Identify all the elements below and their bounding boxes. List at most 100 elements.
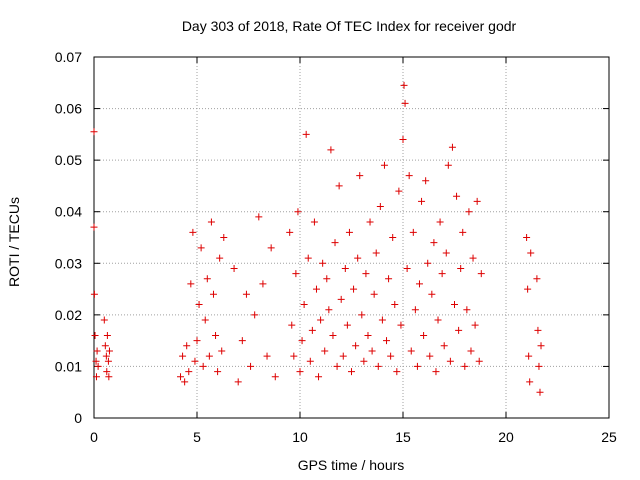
- data-point: [442, 249, 450, 257]
- data-point: [92, 373, 100, 381]
- data-point: [308, 326, 316, 334]
- data-point: [294, 208, 302, 216]
- data-point: [426, 352, 434, 360]
- data-point: [475, 357, 483, 365]
- data-point: [90, 128, 98, 136]
- data-point: [465, 208, 473, 216]
- data-point: [403, 264, 411, 272]
- data-point: [409, 228, 417, 236]
- data-point: [364, 331, 372, 339]
- data-point: [473, 197, 481, 205]
- data-point: [288, 321, 296, 329]
- data-point: [333, 362, 341, 370]
- data-point: [428, 290, 436, 298]
- data-point: [205, 352, 213, 360]
- data-point: [413, 362, 421, 370]
- data-point: [463, 306, 471, 314]
- data-point: [216, 254, 224, 262]
- data-point: [352, 342, 360, 350]
- data-point: [312, 285, 320, 293]
- data-point: [535, 362, 543, 370]
- data-point: [525, 352, 533, 360]
- x-tick-label: 15: [395, 429, 411, 445]
- data-point: [183, 342, 191, 350]
- data-point: [348, 368, 355, 376]
- data-point: [300, 301, 308, 309]
- data-point: [430, 239, 438, 247]
- data-point: [102, 352, 110, 360]
- data-point: [389, 234, 397, 241]
- data-point: [259, 280, 267, 288]
- y-tick-label: 0.03: [55, 255, 82, 271]
- data-point: [438, 270, 446, 278]
- data-point: [407, 347, 415, 355]
- chart-title: Day 303 of 2018, Rate Of TEC Index for r…: [182, 18, 517, 34]
- data-point: [296, 368, 304, 376]
- data-point: [91, 331, 99, 339]
- data-point: [327, 146, 335, 154]
- data-point: [286, 228, 294, 236]
- data-point: [92, 357, 100, 365]
- data-point: [203, 275, 211, 283]
- data-point: [104, 357, 112, 365]
- data-point: [103, 331, 111, 339]
- data-point: [290, 352, 298, 360]
- data-point: [393, 368, 401, 376]
- data-point: [434, 316, 442, 324]
- data-point: [191, 357, 199, 365]
- data-point: [378, 316, 386, 324]
- y-tick-label: 0.04: [55, 204, 82, 220]
- data-point: [94, 362, 102, 370]
- x-tick-label: 20: [498, 429, 514, 445]
- data-point: [310, 218, 318, 226]
- data-point: [399, 136, 407, 144]
- data-point: [292, 270, 300, 278]
- data-point: [370, 290, 378, 298]
- data-point: [263, 352, 271, 360]
- x-tick-label: 25: [601, 429, 617, 445]
- data-point: [242, 290, 250, 298]
- data-point: [358, 311, 366, 319]
- data-point: [298, 337, 306, 345]
- data-point: [218, 347, 226, 355]
- y-tick-label: 0.02: [55, 307, 82, 323]
- data-point: [90, 290, 98, 298]
- data-point: [420, 331, 428, 339]
- x-tick-label: 0: [90, 429, 98, 445]
- data-point: [230, 264, 238, 272]
- data-point: [331, 239, 339, 247]
- data-point: [105, 373, 113, 381]
- data-point: [103, 368, 111, 376]
- data-point: [214, 368, 222, 376]
- data-point: [536, 388, 544, 396]
- data-point: [395, 187, 403, 195]
- data-point: [177, 373, 185, 381]
- data-point: [271, 373, 279, 381]
- data-point: [350, 285, 358, 293]
- data-point: [444, 161, 452, 169]
- data-point: [207, 218, 215, 226]
- data-point: [356, 172, 364, 180]
- axis-ticks: 0 5 10 15 20 25 0 0.01 0.02 0.03 0.04 0.05 0.06 0.07: [55, 49, 617, 445]
- data-point: [436, 218, 444, 226]
- data-point: [255, 213, 263, 221]
- data-point: [341, 264, 349, 272]
- data-point: [179, 352, 187, 360]
- data-point: [337, 295, 345, 303]
- data-point: [339, 352, 347, 360]
- data-point: [100, 316, 108, 324]
- data-point: [90, 223, 98, 231]
- data-point: [453, 192, 461, 200]
- data-point: [319, 259, 327, 267]
- data-point: [238, 337, 246, 345]
- data-point: [383, 337, 391, 345]
- data-point: [220, 234, 228, 241]
- data-point: [469, 254, 477, 262]
- data-point: [461, 362, 469, 370]
- data-point: [93, 347, 101, 355]
- data-point: [380, 161, 388, 169]
- data-point: [405, 172, 413, 180]
- data-point: [524, 285, 532, 293]
- y-tick-label: 0.01: [55, 358, 82, 374]
